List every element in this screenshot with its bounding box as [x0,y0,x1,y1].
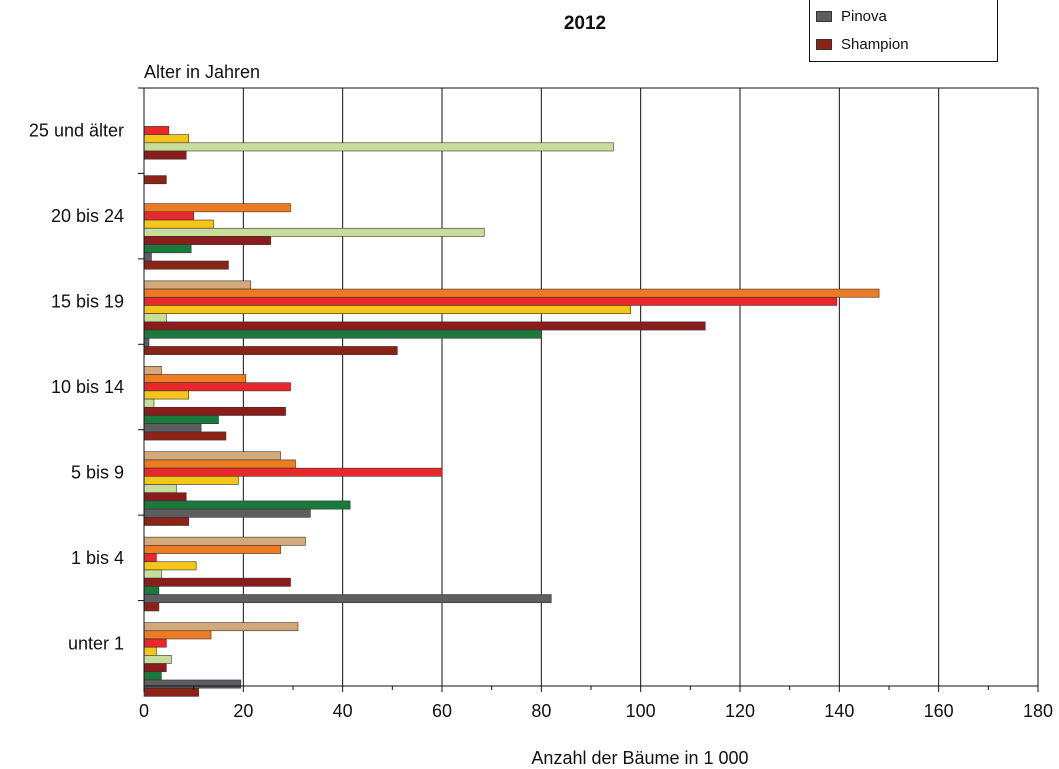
bar [143,321,706,331]
x-tick-label: 180 [1023,701,1053,721]
bar [143,415,219,424]
x-tick-label: 160 [924,701,954,721]
bar [143,142,614,152]
bar [143,586,160,595]
bar [143,337,150,347]
x-tick-labels: 0 20 40 60 80 100 120 140 160 180 [139,701,1053,721]
axes [138,87,1039,692]
bar [143,382,291,392]
bar [143,252,152,262]
bars [143,126,880,697]
y-axis-label: Alter in Jahren [144,62,261,82]
bar [143,390,190,400]
bar [143,679,242,689]
legend-item-shampion: Shampion [816,36,909,53]
bar [143,467,443,477]
bar [143,577,291,587]
bar [143,227,485,237]
y-tick-label: 5 bis 9 [71,462,124,482]
x-tick-label: 0 [139,701,149,721]
bar [143,655,172,664]
bar [143,663,167,673]
legend-label-shampion: Shampion [841,36,909,53]
bar [143,536,306,546]
bar [143,630,212,640]
bar [143,329,542,339]
bar [143,569,162,579]
bar [143,288,880,298]
x-tick-label: 140 [824,701,854,721]
bar [143,219,214,229]
legend-swatch-shampion [816,39,832,50]
x-axis-label: Anzahl der Bäume in 1 000 [531,748,749,768]
bar [143,638,167,648]
bar [143,365,162,375]
bar [143,398,155,408]
bar [143,346,398,355]
x-tick-label: 60 [432,701,452,721]
bar [143,313,167,323]
x-tick-label: 80 [531,701,551,721]
bar [143,134,190,144]
bar [143,175,167,185]
bar [143,280,252,290]
bar [143,423,202,433]
bar [143,517,190,526]
bar [143,406,286,416]
legend: Pinova Shampion [809,0,998,62]
bar [143,594,552,604]
y-tick-label: unter 1 [68,633,124,653]
bar [143,244,192,254]
bar [143,671,162,681]
bar [143,561,197,571]
bar [143,203,291,213]
bar [143,622,299,632]
y-tick-label: 1 bis 4 [71,548,124,568]
x-tick-label: 20 [233,701,253,721]
y-tick-label: 25 und älter [29,121,124,141]
bar [143,260,229,270]
legend-label-pinova: Pinova [841,8,887,25]
bar [143,305,632,314]
bar [143,484,177,494]
bar [143,508,311,518]
bar [143,476,239,485]
bar [143,150,187,160]
x-tick-label: 120 [725,701,755,721]
y-tick-label: 10 bis 14 [51,377,124,397]
bar [143,545,281,554]
bar [143,374,247,383]
y-tick-label: 15 bis 19 [51,292,124,312]
y-tick-label: 20 bis 24 [51,206,124,226]
bar [143,451,281,461]
bar [143,646,157,656]
legend-item-pinova: Pinova [816,8,887,25]
bar [143,236,271,245]
y-tick-labels: 25 und älter 20 bis 24 15 bis 19 10 bis 14 5… [29,121,124,654]
bar [143,296,838,306]
bar [143,500,351,510]
bar [143,553,157,563]
bar [143,431,227,441]
x-tick-label: 40 [333,701,353,721]
bar [143,459,296,469]
bar [143,211,194,221]
x-tick-label: 100 [626,701,656,721]
chart-title: 2012 [563,13,607,34]
bar [143,492,187,502]
bar [143,126,170,135]
gridlines [242,88,940,686]
bar [143,687,199,697]
bar [143,602,160,612]
legend-swatch-pinova [816,11,832,22]
